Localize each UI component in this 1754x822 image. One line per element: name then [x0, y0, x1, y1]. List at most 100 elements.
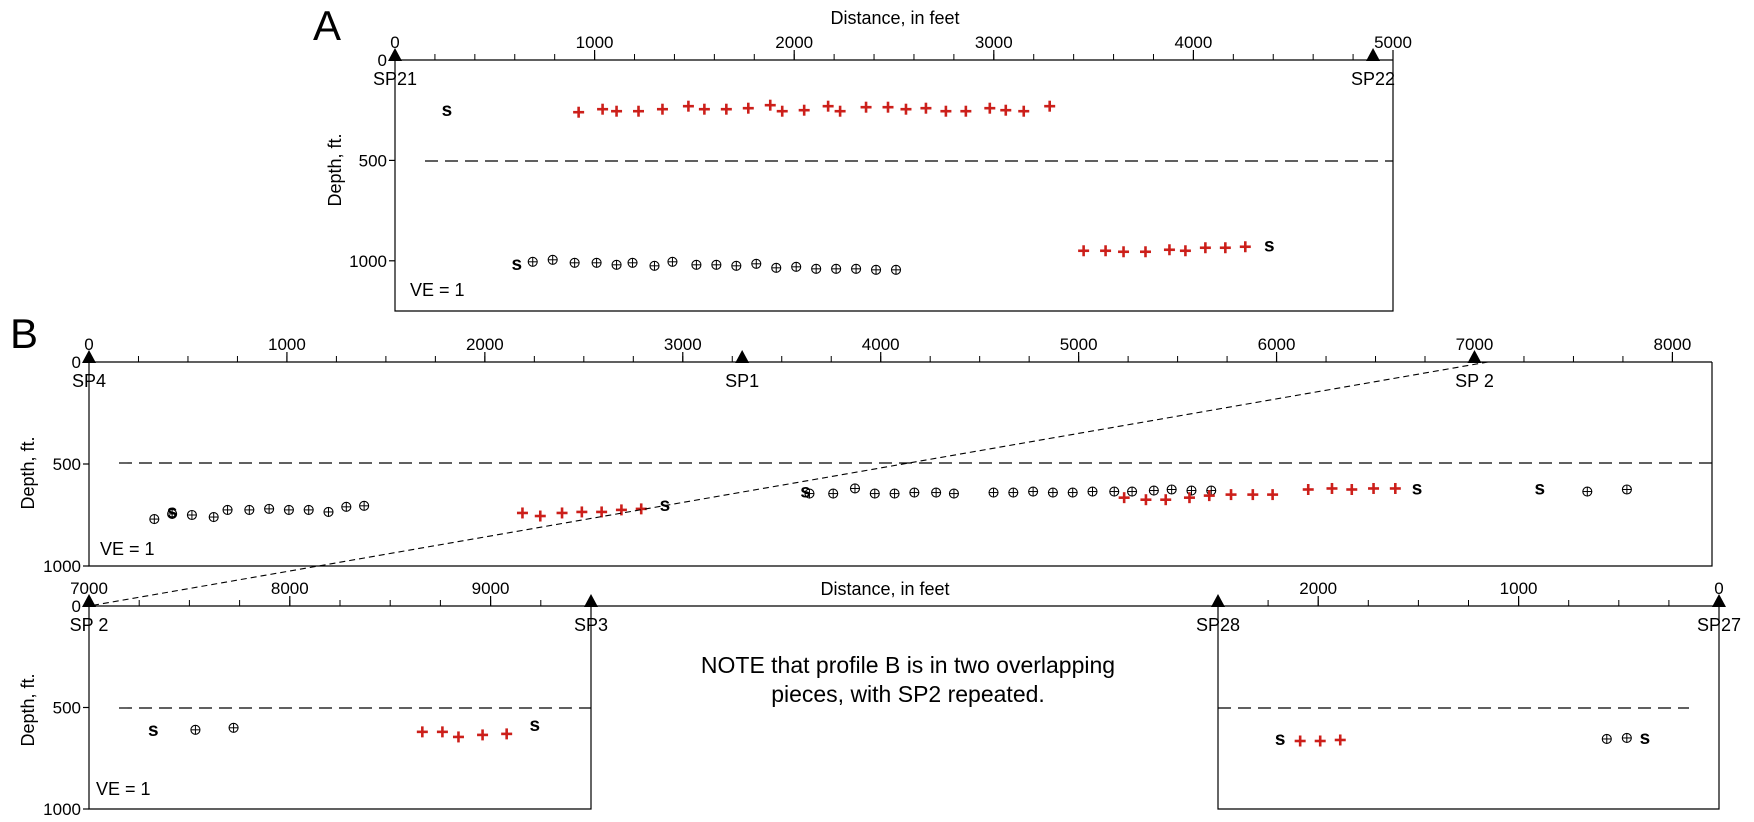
y-tick-label: 0 — [72, 353, 81, 372]
circled-plus-marker — [359, 500, 370, 511]
plus-marker — [1000, 104, 1012, 116]
plus-marker — [1140, 494, 1152, 506]
circled-plus-marker — [167, 508, 178, 520]
shotpoint-label: SP22 — [1351, 69, 1395, 89]
plus-marker — [1346, 484, 1358, 495]
circled-plus-marker — [849, 483, 861, 494]
plus-marker — [477, 729, 489, 741]
shotpoint-label: SP27 — [1697, 615, 1741, 635]
plus-marker — [1239, 241, 1251, 253]
circled-plus-marker — [1109, 486, 1120, 497]
x-tick-label: 0 — [390, 33, 399, 52]
shotpoint-marker — [82, 350, 96, 363]
circled-plus-marker — [283, 504, 294, 515]
circled-plus-marker — [186, 509, 197, 521]
plus-marker — [1267, 489, 1279, 501]
circled-plus-marker — [711, 259, 722, 270]
x-tick-label: 2000 — [775, 33, 813, 52]
plus-marker — [940, 105, 952, 117]
panel-a: A Distance, in feet Depth, ft. VE = 1 0 1… — [313, 2, 1412, 312]
circled-plus-marker — [791, 261, 802, 272]
circled-plus-marker — [222, 504, 233, 515]
plus-marker — [1389, 482, 1401, 494]
plus-marker — [698, 103, 710, 115]
plus-marker — [1078, 245, 1090, 257]
plus-marker — [556, 507, 568, 519]
shotpoint-marker — [388, 48, 402, 61]
plus-marker — [1199, 242, 1211, 254]
plus-marker — [1368, 482, 1380, 494]
circled-plus-marker — [931, 487, 942, 498]
plus-marker — [416, 726, 428, 738]
plus-marker — [534, 510, 546, 522]
plus-marker — [822, 100, 834, 112]
panel-a-ve-label: VE = 1 — [410, 280, 465, 300]
circled-plus-marker — [1621, 732, 1632, 744]
shotpoint-label: SP28 — [1196, 615, 1240, 635]
plus-marker — [1247, 489, 1259, 501]
x-tick-label: 9000 — [472, 579, 510, 598]
circled-plus-marker — [149, 514, 160, 525]
x-tick-label: 3000 — [664, 335, 702, 354]
circled-plus-marker — [1186, 485, 1197, 496]
panel-b-lower-left: Depth, ft. VE = 1 7000 8000 9000 0 500 1000 SP… — [18, 579, 1719, 819]
plus-marker — [501, 728, 513, 740]
plus-marker — [1203, 490, 1215, 502]
circled-plus-marker — [190, 724, 201, 735]
shotpoint-marker — [584, 594, 598, 607]
panel-b-lower-ve-label: VE = 1 — [96, 779, 151, 799]
overlap-connector-line — [88, 361, 1489, 607]
plus-marker — [615, 504, 627, 516]
circled-plus-marker — [1166, 484, 1177, 495]
plus-marker — [1219, 242, 1231, 254]
plus-marker — [834, 105, 846, 117]
circled-plus-marker — [1127, 486, 1138, 497]
plus-marker — [597, 103, 609, 115]
plus-marker — [452, 731, 464, 743]
circled-plus-marker — [323, 506, 334, 517]
x-tick-label: 5000 — [1374, 33, 1412, 52]
x-tick-label: 4000 — [1174, 33, 1212, 52]
plus-marker — [1160, 494, 1172, 506]
circled-plus-marker — [527, 256, 538, 267]
plus-marker — [1225, 489, 1237, 501]
circled-plus-marker — [569, 257, 580, 268]
x-tick-label: 8000 — [1654, 335, 1692, 354]
panel-b-upper: B Depth, ft. VE = 1 0 1000 2000 3000 4000 500… — [10, 310, 1713, 576]
plus-marker — [1334, 734, 1346, 746]
panel-a-frame — [394, 60, 1394, 312]
plus-marker — [920, 102, 932, 114]
plus-marker — [776, 105, 788, 117]
circled-plus-marker — [244, 504, 255, 515]
shotpoint-label: SP3 — [574, 615, 608, 635]
note-line-2: pieces, with SP2 repeated. — [771, 681, 1045, 707]
note-line-1: NOTE that profile B is in two overlappin… — [701, 652, 1115, 678]
s-marker: s — [1275, 729, 1286, 750]
shotpoint-marker — [735, 350, 750, 363]
plus-marker — [1183, 492, 1195, 504]
circled-plus-marker — [611, 259, 622, 270]
circled-plus-marker — [851, 263, 862, 274]
circled-plus-marker — [691, 259, 702, 270]
circled-plus-marker — [988, 487, 999, 498]
plus-marker — [960, 105, 972, 117]
plus-marker — [1139, 246, 1151, 258]
s-marker: s — [167, 502, 178, 523]
s-marker: s — [148, 720, 159, 741]
panel-a-letter: A — [313, 2, 341, 49]
circled-plus-marker — [649, 260, 660, 271]
shotpoint-label: SP1 — [725, 371, 759, 391]
panel-b-upper-ve-label: VE = 1 — [100, 539, 155, 559]
panel-b-lower-x-axis-title: Distance, in feet — [820, 579, 949, 599]
circled-plus-marker — [547, 254, 558, 265]
y-tick-label: 1000 — [43, 800, 81, 819]
plus-marker — [436, 726, 448, 738]
y-tick-label: 1000 — [349, 252, 387, 271]
y-tick-label: 500 — [53, 455, 81, 474]
x-tick-label: 0 — [84, 335, 93, 354]
plus-marker — [984, 102, 996, 114]
x-tick-label: 1000 — [576, 33, 614, 52]
shotpoint-marker — [82, 594, 96, 607]
shotpoint-marker — [1467, 350, 1482, 363]
plus-marker — [611, 105, 623, 117]
